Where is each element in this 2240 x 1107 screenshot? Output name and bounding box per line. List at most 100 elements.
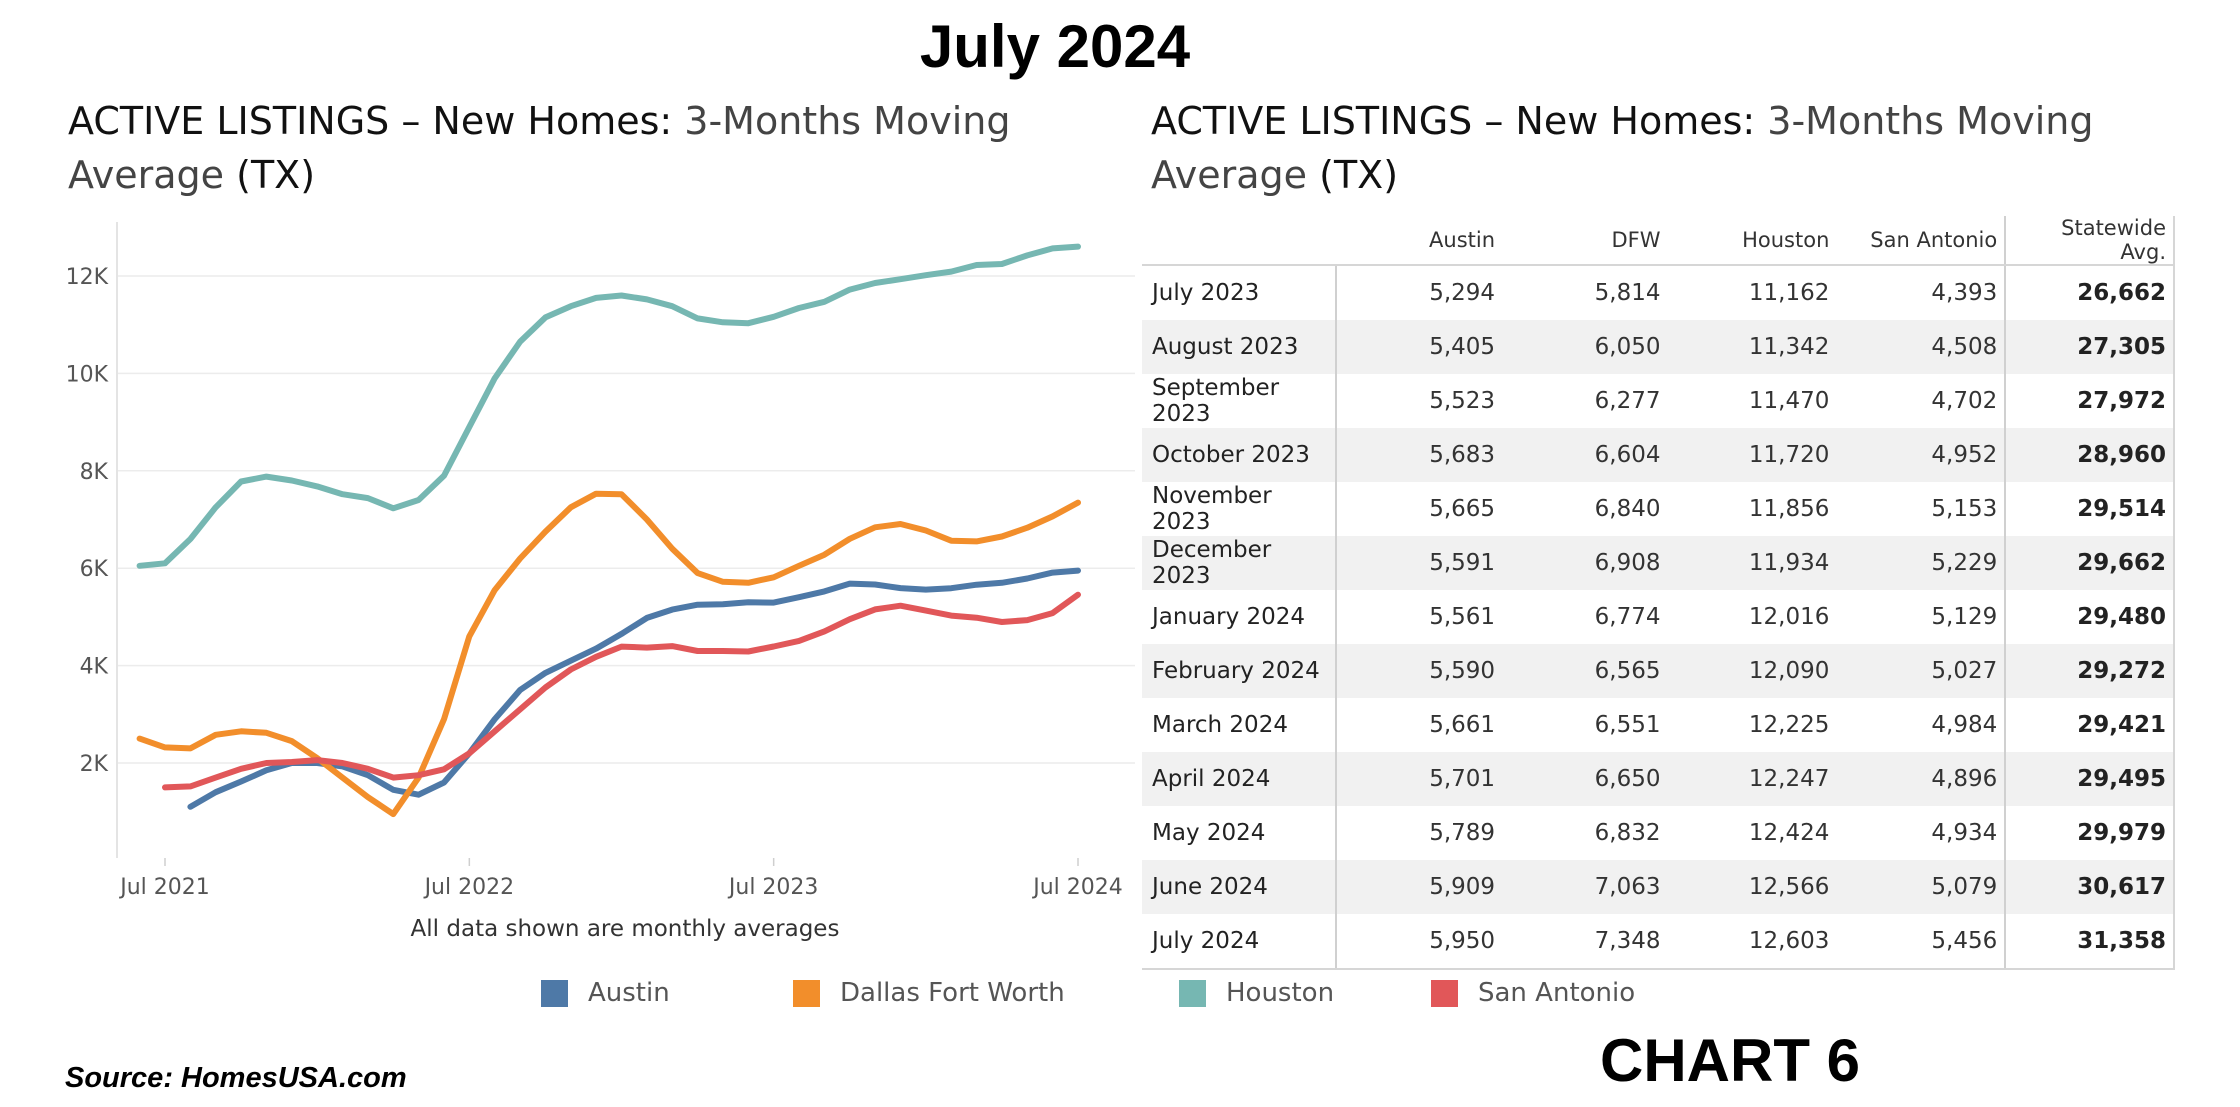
table-cell-value: 6,840 <box>1594 496 1661 522</box>
table-cell-month: July 2024 <box>1142 914 1338 970</box>
table-row: May 2024 5,789 6,832 12,424 4,934 29,979 <box>1142 806 2175 860</box>
legend-swatch-san-antonio <box>1431 979 1458 1007</box>
page-title: July 2024 <box>919 13 1191 80</box>
table-cell-value: 5,590 <box>1336 644 1503 698</box>
table-cell-value: 5,153 <box>1931 496 1998 522</box>
table-cell-month: November 2023 <box>1142 482 1338 536</box>
table-row: July 2023 5,294 5,814 11,162 4,393 26,662 <box>1142 265 2175 320</box>
table-cell-value: 12,225 <box>1748 712 1830 738</box>
table-cell-value: 4,896 <box>1836 752 2006 806</box>
x-tick-label: Jul 2022 <box>423 875 515 900</box>
left-title-part-3: Average <box>68 153 237 197</box>
table-cell-value: 5,229 <box>1836 536 2006 590</box>
table-row: October 2023 5,683 6,604 11,720 4,952 28,960 <box>1142 428 2175 482</box>
chart-note: All data shown are monthly averages <box>410 916 840 942</box>
table-cell-value: 5,950 <box>1336 914 1503 970</box>
right-title-part-1: ACTIVE LISTINGS – New Homes: <box>1151 99 1768 143</box>
left-title-part-2: 3-Months Moving <box>684 99 1011 143</box>
table-cell-value: 11,162 <box>1748 280 1830 306</box>
y-tick-label: 10K <box>66 362 109 387</box>
table-row: November 2023 5,665 6,840 11,856 5,153 29,514 <box>1142 482 2175 536</box>
table-cell-statewide-avg: 29,514 <box>2004 482 2175 536</box>
right-table-title: ACTIVE LISTINGS – New Homes: 3-Months Mo… <box>1151 94 2151 202</box>
listings-table: Austin DFW Houston San Antonio Statewide… <box>1142 216 2175 970</box>
table-cell-value: 6,832 <box>1594 820 1661 846</box>
table-cell-value: 5,665 <box>1429 496 1496 522</box>
x-axis-ticks: Jul 2021 Jul 2022 Jul 2023 Jul 2024 <box>118 858 1123 900</box>
source-credit: Source: HomesUSA.com <box>65 1062 407 1094</box>
table-cell-value: 5,909 <box>1336 860 1503 914</box>
legend-label-dfw: Dallas Fort Worth <box>840 978 1065 1008</box>
legend-swatch-houston <box>1179 979 1206 1007</box>
x-tick-label: Jul 2024 <box>1031 875 1123 900</box>
header-san-antonio: San Antonio <box>1836 216 2006 266</box>
legend-label-houston: Houston <box>1226 978 1335 1008</box>
x-tick-label: Jul 2021 <box>118 875 210 900</box>
table-cell-value: 4,952 <box>1836 428 2006 482</box>
table-cell-value: 7,063 <box>1502 860 1668 914</box>
left-title-part-4: (TX) <box>236 153 316 197</box>
table-cell-value: 11,470 <box>1748 388 1830 414</box>
table-cell-statewide-avg: 27,972 <box>2004 374 2175 428</box>
table-row: July 2024 5,950 7,348 12,603 5,456 31,358 <box>1142 914 2175 970</box>
table-cell-value: 5,027 <box>1836 644 2006 698</box>
table-cell-value: 5,591 <box>1336 536 1503 590</box>
table-cell-statewide-avg: 29,662 <box>2004 536 2175 590</box>
table-cell-value: 6,650 <box>1502 752 1668 806</box>
table-cell-month: April 2024 <box>1142 752 1338 806</box>
legend-item-san-antonio: San Antonio <box>1431 978 1635 1008</box>
table-cell-value: 5,079 <box>1836 860 2006 914</box>
table-cell-statewide-avg: 31,358 <box>2004 914 2175 970</box>
table-cell-month: February 2024 <box>1142 644 1338 698</box>
table-cell-value: 12,016 <box>1748 604 1830 630</box>
table-cell-value: 6,551 <box>1594 712 1661 738</box>
table-row: September 2023 5,523 6,277 11,470 4,702 27,97… <box>1142 374 2175 428</box>
y-tick-label: 8K <box>80 460 109 485</box>
table-cell-value: 12,566 <box>1667 860 1837 914</box>
table-cell-value: 5,789 <box>1429 820 1496 846</box>
table-cell-value: 4,934 <box>1931 820 1998 846</box>
table-cell-value: 6,604 <box>1502 428 1668 482</box>
table-cell-month: August 2023 <box>1142 320 1338 374</box>
legend-item-dfw: Dallas Fort Worth <box>793 978 1065 1008</box>
table-cell-value: 5,523 <box>1429 388 1496 414</box>
table-cell-value: 6,774 <box>1594 604 1661 630</box>
legend-item-austin: Austin <box>541 978 670 1008</box>
table-row: March 2024 5,661 6,551 12,225 4,984 29,421 <box>1142 698 2175 752</box>
table-cell-value: 5,683 <box>1336 428 1503 482</box>
table-header-row: Austin DFW Houston San Antonio Statewide… <box>1142 216 2175 266</box>
y-tick-label: 2K <box>80 752 109 777</box>
table-cell-statewide-avg: 29,979 <box>2004 806 2175 860</box>
table-cell-value: 6,050 <box>1502 320 1668 374</box>
left-chart-title: ACTIVE LISTINGS – New Homes: 3-Months Mo… <box>68 94 1068 202</box>
chart-series <box>136 243 1081 818</box>
table-cell-month: May 2024 <box>1142 806 1338 860</box>
x-tick-label: Jul 2023 <box>727 875 819 900</box>
table-row: June 2024 5,909 7,063 12,566 5,079 30,617 <box>1142 860 2175 914</box>
table-cell-value: 4,393 <box>1931 280 1998 306</box>
legend-item-houston: Houston <box>1179 978 1334 1008</box>
table-cell-value: 11,856 <box>1748 496 1830 522</box>
table-cell-value: 4,984 <box>1931 712 1998 738</box>
series-line-dallas-fort-worth <box>136 490 1081 818</box>
table-cell-value: 5,294 <box>1429 280 1496 306</box>
table-cell-value: 5,456 <box>1836 914 2006 970</box>
table-cell-value: 11,342 <box>1667 320 1837 374</box>
table-cell-value: 5,701 <box>1336 752 1503 806</box>
chart-gridlines <box>117 275 1135 764</box>
table-cell-statewide-avg: 26,662 <box>2004 265 2175 320</box>
table-cell-value: 12,424 <box>1748 820 1830 846</box>
table-cell-value: 6,277 <box>1594 388 1661 414</box>
y-axis-ticks: 2K 4K 6K 8K 10K 12K <box>66 265 109 777</box>
header-dfw: DFW <box>1502 216 1668 266</box>
header-statewide-avg: Statewide Avg. <box>2004 216 2175 266</box>
table-cell-statewide-avg: 29,421 <box>2004 698 2175 752</box>
table-cell-value: 5,129 <box>1931 604 1998 630</box>
table-cell-value: 5,661 <box>1429 712 1496 738</box>
table-cell-value: 5,561 <box>1429 604 1496 630</box>
table-cell-value: 4,702 <box>1931 388 1998 414</box>
series-line-austin <box>187 567 1081 810</box>
table-row: August 2023 5,405 6,050 11,342 4,508 27,305 <box>1142 320 2175 374</box>
table-cell-month: March 2024 <box>1142 698 1338 752</box>
